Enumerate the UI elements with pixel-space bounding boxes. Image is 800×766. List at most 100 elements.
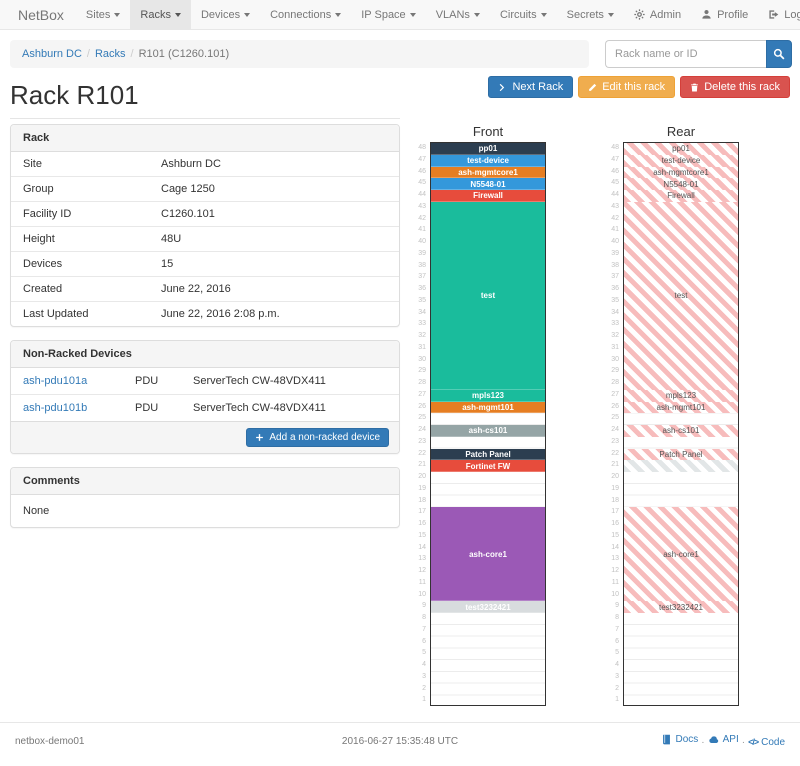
comments-title: Comments [11, 468, 399, 495]
unit-number: 28 [418, 379, 426, 386]
rack-device-fortinet-fw[interactable]: Fortinet FW [431, 460, 545, 472]
rack-attr-row-created: Created June 22, 2016 [11, 276, 399, 301]
device-link-ash-pdu101b[interactable]: ash-pdu101b [23, 402, 88, 414]
nav-item-devices[interactable]: Devices [191, 0, 260, 29]
page-title: Rack R101 [10, 80, 139, 110]
unit-number: 45 [611, 179, 619, 187]
unit-number: 19 [418, 484, 426, 492]
footer-link-code[interactable]: </> Code [748, 737, 785, 748]
rack-device-pp01[interactable]: pp01 [624, 143, 738, 155]
attr-value[interactable]: 15 [161, 258, 174, 270]
unit-number: 31 [611, 343, 619, 351]
rack-device-n5548-01[interactable]: N5548-01 [431, 178, 545, 190]
rack-device-test-device[interactable]: test-device [624, 154, 738, 167]
nav-item-profile[interactable]: Profile [691, 0, 758, 29]
nav-item-label: Admin [649, 8, 682, 21]
chevron-down-icon [473, 12, 480, 17]
unit-number: 30 [418, 355, 426, 363]
unit-number: 14 [418, 543, 426, 551]
rack-device-ash-cs101[interactable]: ash-cs101 [431, 425, 545, 437]
rack-device-test3232421[interactable]: test3232421 [624, 601, 738, 613]
unit-number: 32 [418, 332, 426, 339]
nav-item-admin[interactable]: Admin [624, 0, 691, 29]
rack-device-label: N5548-01 [470, 179, 506, 189]
rack-device-ash-core1[interactable]: ash-core1 [431, 507, 545, 602]
rack-device-firewall[interactable]: Firewall [624, 190, 738, 202]
rack-attr-table: Site Ashburn DC Group Cage 1250 Facility ID C… [11, 152, 399, 326]
nav-item-log-out[interactable]: Log out [758, 0, 800, 29]
device-link-ash-pdu101a[interactable]: ash-pdu101a [23, 375, 88, 387]
rack-device-patch-panel[interactable]: Patch Panel [624, 448, 738, 461]
footer-link-label: Docs [675, 734, 699, 745]
footer-link-api[interactable]: API [708, 734, 739, 745]
unit-number: 12 [418, 567, 426, 574]
unit-number: 2 [615, 684, 619, 692]
unit-number: 12 [611, 567, 619, 574]
unit-number: 38 [611, 261, 619, 269]
rack-device-ash-mgmtcore1[interactable]: ash-mgmtcore1 [624, 166, 738, 179]
nav-item-sites[interactable]: Sites [76, 0, 130, 29]
rack-device-ash-mgmtcore1[interactable]: ash-mgmtcore1 [431, 166, 545, 179]
rack-device-patch-panel[interactable]: Patch Panel [431, 448, 545, 461]
footer-link-label: API [722, 734, 739, 745]
main-content: Rack Site Ashburn DC Group Cage 1250 Facilit… [10, 124, 790, 706]
rack-device-test[interactable]: test [431, 201, 545, 390]
rack-device-test[interactable]: test [624, 201, 738, 390]
left-column: Rack Site Ashburn DC Group Cage 1250 Facilit… [10, 124, 400, 541]
rack-device-pp01[interactable]: pp01 [431, 143, 545, 155]
footer-link-label: Code [761, 736, 786, 748]
unit-number: 27 [611, 390, 619, 398]
attr-value: June 22, 2016 [161, 283, 231, 295]
unit-number: 15 [611, 531, 619, 539]
nav-item-circuits[interactable]: Circuits [490, 0, 557, 29]
unit-number: 6 [615, 637, 619, 645]
device-model: ServerTech CW-48VDX411 [193, 402, 326, 414]
breadcrumb-item-ashburn-dc[interactable]: Ashburn DC [22, 48, 82, 60]
rear-elevation: Rear 48 47 46 45 44 43 42 41 40 39 38 37 36 35 34 33 32 3… [601, 124, 739, 706]
footer-separator: · [701, 737, 705, 748]
nav-item-racks[interactable]: Racks [130, 0, 191, 29]
nav-item-secrets[interactable]: Secrets [557, 0, 624, 29]
nav-item-label: Circuits [499, 8, 537, 21]
rack-device-test3232421[interactable]: test3232421 [431, 601, 545, 613]
nav-item-ip-space[interactable]: IP Space [351, 0, 425, 29]
unit-number: 10 [611, 590, 619, 598]
nav-item-label: Racks [140, 8, 171, 21]
next-rack-button[interactable]: Next Rack [488, 76, 574, 98]
unit-number: 41 [418, 226, 426, 234]
rack-device-ash-core1[interactable]: ash-core1 [624, 507, 738, 602]
edit-this-rack-button[interactable]: Edit this rack [578, 76, 676, 98]
user-icon [701, 9, 712, 20]
unit-number: 27 [418, 390, 426, 398]
rack-panel-title: Rack [11, 125, 399, 152]
nav-item-vlans[interactable]: VLANs [426, 0, 490, 29]
rear-elevation-title: Rear [666, 124, 696, 139]
breadcrumb-item-racks[interactable]: Racks [94, 48, 126, 60]
attr-value[interactable]: Cage 1250 [161, 183, 215, 195]
delete-this-rack-button[interactable]: Delete this rack [680, 76, 790, 98]
rack-device-ash-cs101[interactable]: ash-cs101 [624, 425, 738, 437]
unit-number: 45 [418, 179, 426, 187]
nav-item-connections[interactable]: Connections [260, 0, 351, 29]
rack-device-firewall[interactable]: Firewall [431, 190, 545, 202]
brand-logo[interactable]: NetBox [18, 6, 64, 23]
add-non-racked-device-button[interactable]: Add a non-racked device [246, 428, 389, 447]
topbar: Ashburn DC / Racks / R101 (C1260.101) [10, 40, 792, 68]
rack-device-label: ash-mgmtcore1 [458, 167, 518, 177]
unit-number: 23 [611, 437, 619, 445]
rack-device-mpls123[interactable]: mpls123 [431, 389, 545, 402]
unit-number: 18 [418, 496, 426, 504]
rack-device-test-device[interactable]: test-device [431, 154, 545, 167]
rack-device-n5548-01[interactable]: N5548-01 [624, 178, 738, 190]
search-input[interactable] [605, 40, 766, 68]
rack-device-mpls123[interactable]: mpls123 [624, 389, 738, 402]
attr-value[interactable]: Ashburn DC [161, 158, 221, 170]
rack-device-ash-mgmt101[interactable]: ash-mgmt101 [431, 401, 545, 414]
footer-link-docs[interactable]: Docs [661, 734, 698, 745]
unit-number: 6 [422, 637, 426, 645]
unit-number: 10 [418, 590, 426, 598]
search-button[interactable] [766, 40, 792, 68]
rack-device-ash-mgmt101[interactable]: ash-mgmt101 [624, 401, 738, 414]
rack-device-fortinet-fw[interactable] [624, 460, 738, 472]
nav-item-label: Secrets [566, 8, 604, 21]
